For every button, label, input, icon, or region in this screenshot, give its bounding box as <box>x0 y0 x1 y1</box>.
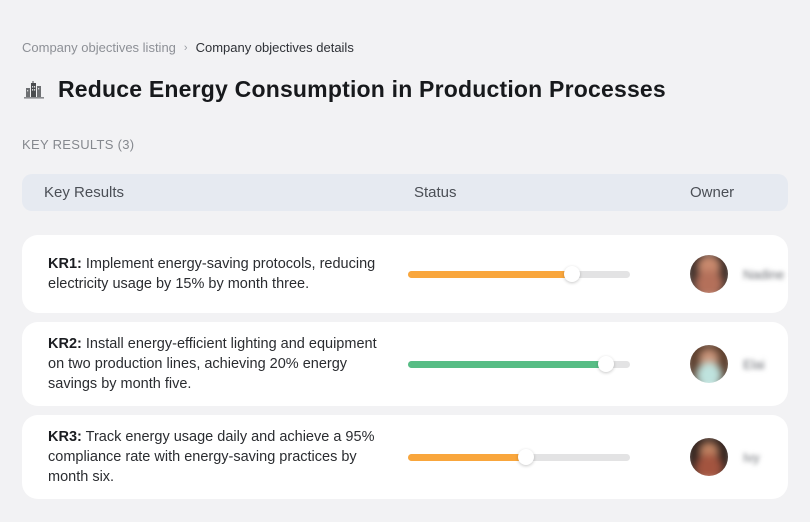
breadcrumb-details-current: Company objectives details <box>195 40 354 55</box>
page-title: Reduce Energy Consumption in Production … <box>58 76 666 102</box>
column-header-key-results: Key Results <box>44 184 125 201</box>
owner-cell: Elai <box>648 345 788 383</box>
kr-description: Install energy-efficient lighting and eq… <box>48 336 377 392</box>
buildings-icon <box>22 78 46 102</box>
breadcrumb: Company objectives listing › Company obj… <box>22 0 788 55</box>
key-result-text: KR3: Track energy usage daily and achiev… <box>22 427 408 487</box>
owner-cell: Ivy <box>648 438 788 476</box>
objective-details-page: Company objectives listing › Company obj… <box>22 0 788 499</box>
kr-label: KR2: <box>48 336 82 352</box>
avatar <box>690 345 728 383</box>
kr-label: KR1: <box>48 256 82 272</box>
key-result-row[interactable]: KR2: Install energy-efficient lighting a… <box>22 322 788 406</box>
owner-name: Ivy <box>743 449 760 465</box>
avatar <box>690 255 728 293</box>
owner-name: Nadine <box>743 266 785 282</box>
title-row: Reduce Energy Consumption in Production … <box>22 76 788 103</box>
key-results-section-label: KEY RESULTS (3) <box>22 137 135 152</box>
progress-fill <box>408 270 573 278</box>
status-cell <box>408 356 648 372</box>
progress-knob[interactable] <box>564 266 581 282</box>
status-cell <box>408 266 648 282</box>
key-results-list: KR1: Implement energy-saving protocols, … <box>22 235 788 499</box>
progress-knob[interactable] <box>597 356 614 372</box>
table-header: Key Results Status Owner <box>22 174 788 211</box>
key-result-row[interactable]: KR3: Track energy usage daily and achiev… <box>22 415 788 499</box>
column-header-owner: Owner <box>690 184 735 201</box>
owner-cell: Nadine <box>648 255 788 293</box>
key-result-row[interactable]: KR1: Implement energy-saving protocols, … <box>22 235 788 313</box>
column-header-status: Status <box>414 184 457 201</box>
kr-label: KR3: <box>48 429 82 445</box>
chevron-right-icon: › <box>183 42 188 54</box>
avatar <box>690 438 728 476</box>
key-result-text: KR1: Implement energy-saving protocols, … <box>22 254 408 294</box>
progress-slider[interactable] <box>408 266 630 282</box>
progress-slider[interactable] <box>408 356 630 372</box>
progress-slider[interactable] <box>408 449 630 465</box>
progress-fill <box>408 453 526 461</box>
status-cell <box>408 449 648 465</box>
kr-description: Implement energy-saving protocols, reduc… <box>48 256 376 292</box>
progress-fill <box>408 360 606 368</box>
owner-name: Elai <box>743 356 765 372</box>
kr-description: Track energy usage daily and achieve a 9… <box>48 429 375 485</box>
key-result-text: KR2: Install energy-efficient lighting a… <box>22 334 408 394</box>
progress-knob[interactable] <box>517 449 534 465</box>
breadcrumb-listing-link[interactable]: Company objectives listing <box>22 40 176 55</box>
